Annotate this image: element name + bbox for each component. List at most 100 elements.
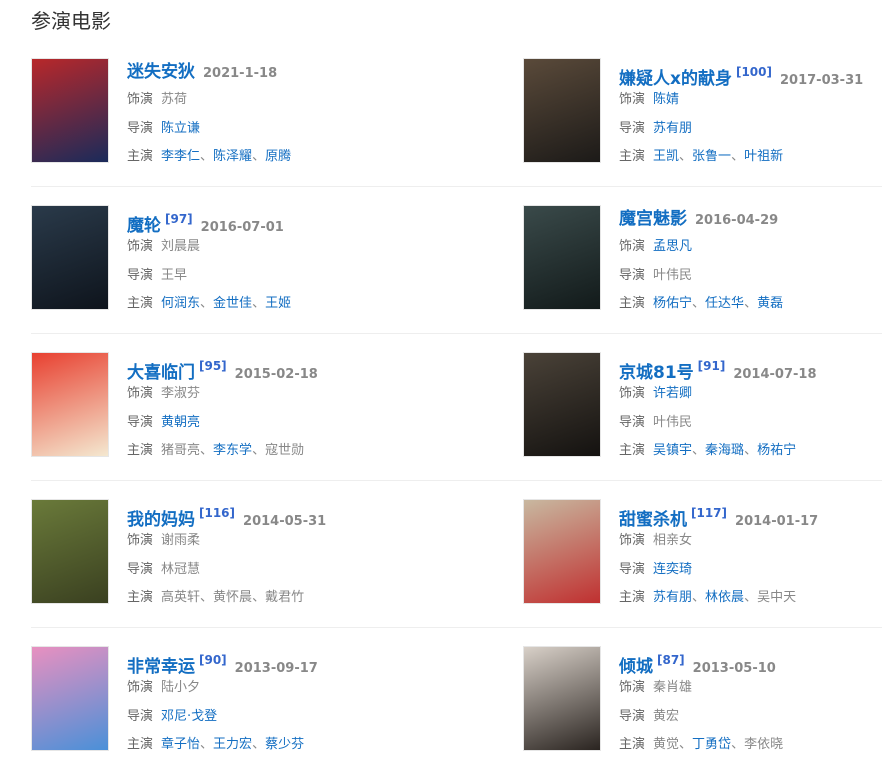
person-link[interactable]: 杨祐宁 xyxy=(757,443,797,458)
movie-info: 倾城 [87]2013-05-10 饰演 秦肖雄 导演 黄宏 主演 黄觉、丁勇岱、李依晓 xyxy=(619,646,783,760)
movie-title-link[interactable]: 魔宫魅影 xyxy=(619,209,687,229)
separator: 、 xyxy=(731,149,745,164)
movie-info: 京城81号 [91]2014-07-18 饰演 许若卿 导演 叶伟民 主演 吴镇宇、秦海璐、杨… xyxy=(619,352,817,466)
movie-title-link[interactable]: 迷失安狄 xyxy=(127,62,195,82)
reference-link[interactable]: [116] xyxy=(199,506,236,520)
movie-poster[interactable] xyxy=(523,646,601,751)
person-link[interactable]: 苏有朋 xyxy=(653,590,693,605)
person-link[interactable]: 苏有朋 xyxy=(653,120,693,136)
person-link[interactable]: 叶祖新 xyxy=(744,149,784,164)
director-label: 导演 xyxy=(619,561,646,577)
reference-link[interactable]: [90] xyxy=(199,653,227,667)
director-row: 导演 叶伟民 xyxy=(619,262,783,291)
person-link[interactable]: 孟思凡 xyxy=(653,239,693,254)
person-link[interactable]: 原腾 xyxy=(265,149,292,164)
person-link[interactable]: 杨佑宁 xyxy=(653,296,693,311)
person-link[interactable]: 陈泽耀 xyxy=(213,149,253,164)
reference-link[interactable]: [91] xyxy=(697,359,726,373)
movie-title-link[interactable]: 我的妈妈 xyxy=(127,510,195,530)
release-date: 2021-1-18 xyxy=(203,66,278,81)
director-row: 导演 林冠慧 xyxy=(127,556,326,585)
person-link[interactable]: 王凯 xyxy=(653,149,680,164)
movie-title-link[interactable]: 甜蜜杀机 xyxy=(619,510,687,530)
movie-list: 迷失安狄 2021-1-18 饰演 苏荷 导演 陈立谦 主演 李李仁、陈泽耀、原腾 嫌疑人x的献… xyxy=(31,40,882,775)
role-row: 饰演 陆小夕 xyxy=(127,674,318,703)
person-link[interactable]: 吴镇宇 xyxy=(653,443,693,458)
movie-poster[interactable] xyxy=(31,352,109,457)
person-link[interactable]: 王姬 xyxy=(265,296,292,311)
person-link[interactable]: 李李仁 xyxy=(161,149,201,164)
movie-poster[interactable] xyxy=(523,352,601,457)
separator: 、 xyxy=(200,443,214,458)
person-link[interactable]: 黄朝亮 xyxy=(161,414,201,430)
movie-poster[interactable] xyxy=(523,205,601,310)
person-name: 叶伟民 xyxy=(653,267,693,283)
role-label: 饰演 xyxy=(619,386,646,401)
separator: 、 xyxy=(692,590,706,605)
role-row: 饰演 苏荷 xyxy=(127,86,291,115)
movie-poster[interactable] xyxy=(31,205,109,310)
person-link[interactable]: 连奕琦 xyxy=(653,561,693,577)
role-label: 饰演 xyxy=(127,386,154,401)
person-link[interactable]: 王力宏 xyxy=(213,737,253,752)
separator: 、 xyxy=(692,443,706,458)
cast-label: 主演 xyxy=(619,737,646,752)
person-link[interactable]: 黄磊 xyxy=(757,296,784,311)
movie-poster[interactable] xyxy=(31,58,109,163)
movie-title-link[interactable]: 倾城 xyxy=(619,657,653,677)
separator: 、 xyxy=(200,149,214,164)
separator: 、 xyxy=(744,443,758,458)
director-row: 导演 王早 xyxy=(127,262,291,291)
person-link[interactable]: 陈立谦 xyxy=(161,120,201,136)
role-label: 饰演 xyxy=(619,680,646,695)
person-link[interactable]: 陈婧 xyxy=(653,92,680,107)
movie-poster[interactable] xyxy=(523,58,601,163)
person-link[interactable]: 秦海璐 xyxy=(705,443,745,458)
movie-info: 嫌疑人x的献身 [100]2017-03-31 饰演 陈婧 导演 苏有朋 主演 王凯、张鲁一、… xyxy=(619,58,863,172)
person-link[interactable]: 丁勇岱 xyxy=(692,737,732,752)
person-link[interactable]: 何润东 xyxy=(161,296,201,311)
cast-label: 主演 xyxy=(127,737,154,752)
movie-title-link[interactable]: 京城81号 xyxy=(619,363,694,383)
role-row: 饰演 刘晨晨 xyxy=(127,233,291,262)
release-date: 2017-03-31 xyxy=(780,73,864,88)
separator: 、 xyxy=(252,737,266,752)
reference-link[interactable]: [87] xyxy=(657,653,685,667)
release-date: 2016-07-01 xyxy=(200,220,284,235)
reference-link[interactable]: [95] xyxy=(199,359,227,373)
person-link[interactable]: 林依晨 xyxy=(705,590,745,605)
title-line: 魔宫魅影 2016-04-29 xyxy=(619,205,783,233)
person-name: 李淑芬 xyxy=(161,386,201,401)
person-link[interactable]: 许若卿 xyxy=(653,386,693,401)
title-line: 我的妈妈 [116] 2014-05-31 xyxy=(127,499,327,530)
cast-label: 主演 xyxy=(127,296,154,311)
movie-poster[interactable] xyxy=(31,646,109,751)
person-link[interactable]: 蔡少芬 xyxy=(265,737,305,752)
release-date: 2014-05-31 xyxy=(243,514,327,529)
movie-poster[interactable] xyxy=(31,499,109,604)
person-link[interactable]: 张鲁一 xyxy=(692,149,732,164)
person-link[interactable]: 李东学 xyxy=(213,443,253,458)
title-line: 非常幸运 [90] 2013-09-17 xyxy=(127,646,318,677)
cast-label: 主演 xyxy=(127,443,154,458)
person-link[interactable]: 金世佳 xyxy=(213,296,253,311)
person-link[interactable]: 邓尼·戈登 xyxy=(161,708,218,724)
reference-link[interactable]: [97] xyxy=(165,212,193,226)
movie-title-link[interactable]: 魔轮 xyxy=(127,216,161,236)
person-name: 王早 xyxy=(161,267,188,283)
reference-link[interactable]: [100] xyxy=(735,65,772,79)
movie-title-link[interactable]: 非常幸运 xyxy=(127,657,195,677)
release-date: 2013-05-10 xyxy=(692,661,776,676)
movie-title-link[interactable]: 大喜临门 xyxy=(127,363,195,383)
person-link[interactable]: 任达华 xyxy=(705,296,745,311)
separator: 、 xyxy=(744,296,758,311)
release-date: 2014-01-17 xyxy=(735,514,819,529)
director-row: 导演 苏有朋 xyxy=(619,115,863,144)
director-label: 导演 xyxy=(127,708,154,724)
movie-title-link[interactable]: 嫌疑人x的献身 xyxy=(619,69,732,89)
person-link[interactable]: 章子怡 xyxy=(161,737,201,752)
movie-info: 甜蜜杀机 [117]2014-01-17 饰演 相亲女 导演 连奕琦 主演 苏有朋、林依晨、吴… xyxy=(619,499,818,613)
movie-poster[interactable] xyxy=(523,499,601,604)
cast-label: 主演 xyxy=(127,590,154,605)
reference-link[interactable]: [117] xyxy=(691,506,728,520)
